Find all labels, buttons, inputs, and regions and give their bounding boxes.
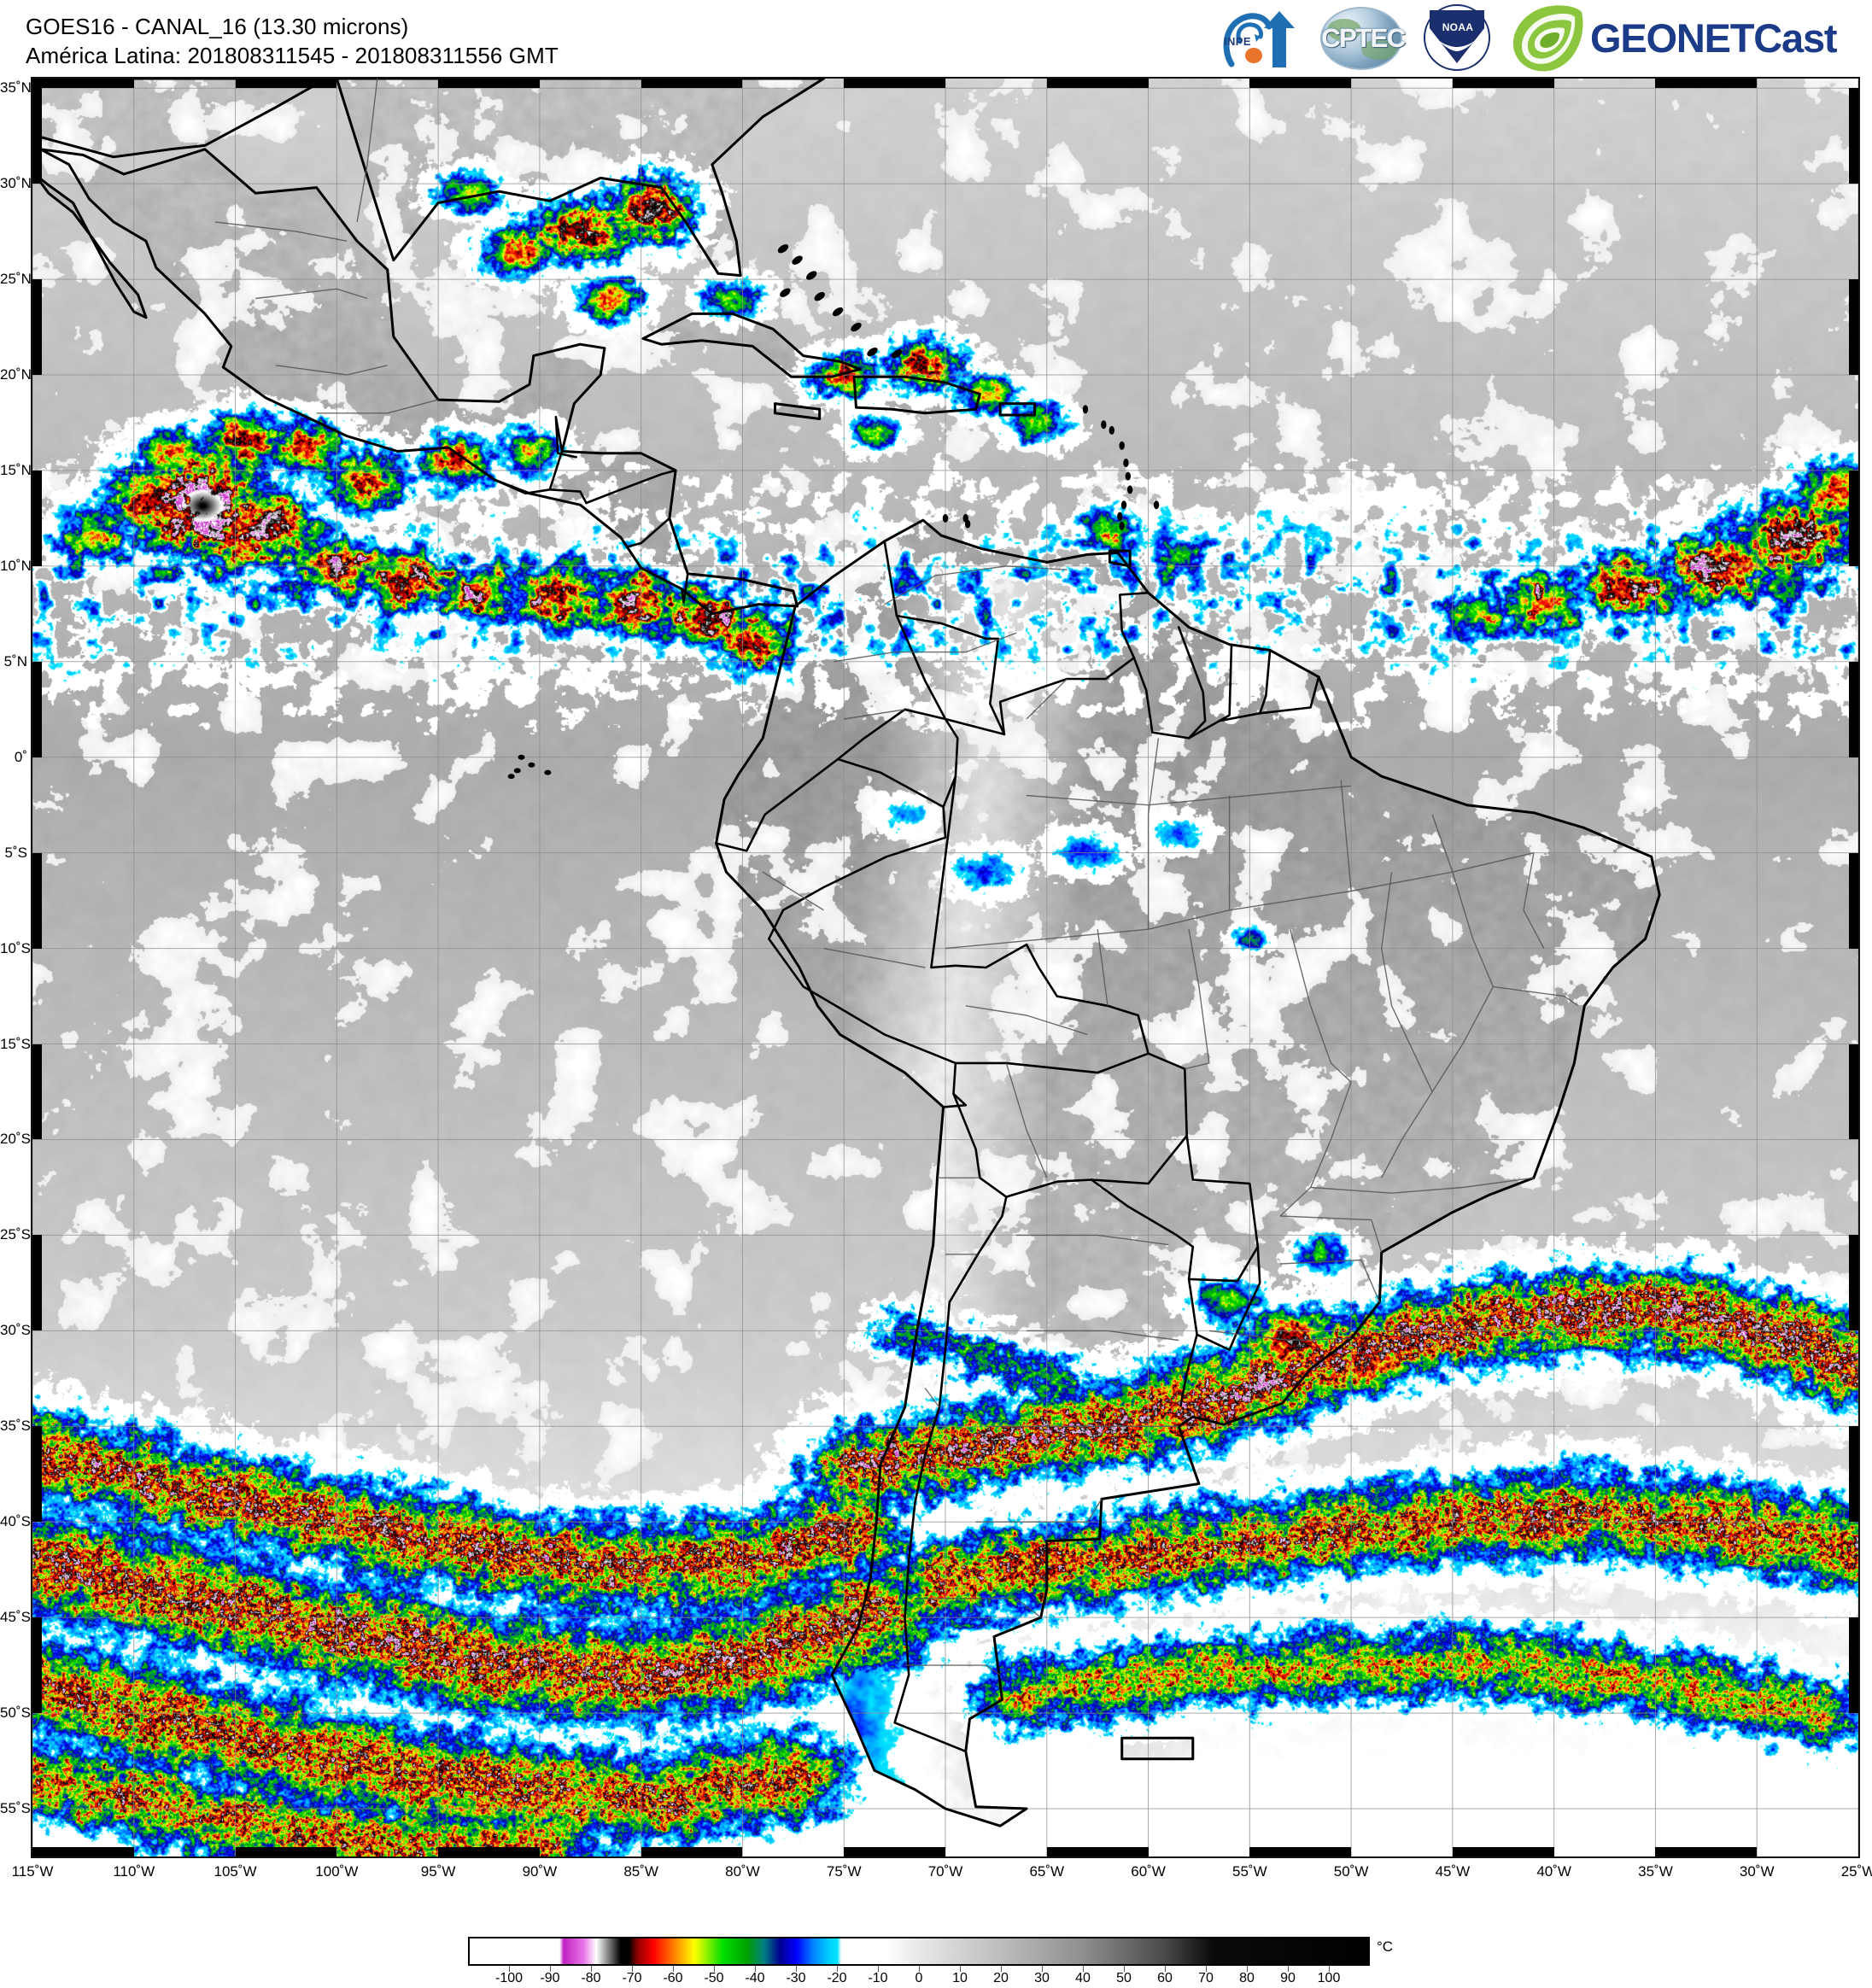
colorbar-tick-label: -20 [827, 1971, 846, 1986]
page-title: GOES16 - CANAL_16 (13.30 microns) Améric… [26, 12, 559, 71]
lat-tick-label: 20˚N [0, 366, 27, 383]
lon-tick-label: 115˚W [12, 1863, 54, 1880]
colorbar-tick-label: -90 [540, 1971, 559, 1986]
lat-tick-label: 55˚S [0, 1800, 27, 1817]
colorbar-tick-label: -80 [581, 1971, 600, 1986]
lat-tick-label: 45˚S [0, 1609, 27, 1626]
colorbar-tick-label: -50 [704, 1971, 723, 1986]
colorbar-tick-label: 0 [916, 1971, 923, 1986]
lesser-antilles [943, 405, 1159, 530]
geonetcast-logo-text: GEONETCast [1590, 18, 1836, 58]
lon-tick-label: 60˚W [1131, 1863, 1166, 1880]
cptec-logo-text: CPTEC [1319, 23, 1407, 54]
colorbar-tick-label: 60 [1157, 1971, 1173, 1986]
lon-tick-label: 30˚W [1740, 1863, 1775, 1880]
lat-tick-label: 5˚N [0, 653, 27, 670]
colorbar-tick-label: 50 [1116, 1971, 1132, 1986]
colorbar-tick-label: 100 [1318, 1971, 1341, 1986]
colorbar: -100-90-80-70-60-50-40-30-20-10010203040… [468, 1937, 1370, 1966]
lon-tick-label: 35˚W [1638, 1863, 1673, 1880]
lat-tick-label: 25˚N [0, 271, 27, 288]
inpe-logo-text: INPE [1224, 35, 1251, 48]
lat-tick-label: 30˚S [0, 1322, 27, 1339]
colorbar-tick-label: 10 [952, 1971, 968, 1986]
colorbar-tick-label: 90 [1280, 1971, 1296, 1986]
cptec-logo: CPTEC [1319, 3, 1407, 73]
geonetcast-leaf-icon [1508, 3, 1587, 72]
inpe-logo: INPE [1213, 3, 1305, 73]
lon-tick-label: 25˚W [1841, 1863, 1872, 1880]
colorbar-tick-label: 80 [1239, 1971, 1255, 1986]
lon-tick-label: 55˚W [1232, 1863, 1267, 1880]
lon-tick-label: 75˚W [827, 1863, 862, 1880]
lat-tick-label: 15˚N [0, 462, 27, 479]
logo-bar: INPE CPTEC NOAA [1213, 2, 1867, 73]
lon-tick-label: 110˚W [113, 1863, 155, 1880]
noaa-logo: NOAA [1421, 3, 1495, 73]
colorbar-tick-label: 30 [1034, 1971, 1050, 1986]
lat-tick-label: 30˚N [0, 175, 27, 192]
colorbar-tick-label: -10 [868, 1971, 887, 1986]
header: GOES16 - CANAL_16 (13.30 microns) Améric… [0, 0, 1872, 75]
satellite-map[interactable] [31, 77, 1860, 1858]
colorbar-gradient [468, 1937, 1370, 1966]
lon-tick-label: 85˚W [623, 1863, 658, 1880]
geonetcast-logo: GEONETCast [1508, 3, 1867, 73]
map-overlay-layer [32, 79, 1858, 1856]
colorbar-tick-labels: -100-90-80-70-60-50-40-30-20-10010203040… [468, 1971, 1370, 1988]
noaa-bird-icon [1436, 37, 1477, 54]
lat-tick-label: 15˚S [0, 1036, 27, 1053]
lat-tick-label: 20˚S [0, 1131, 27, 1148]
lon-tick-label: 65˚W [1029, 1863, 1064, 1880]
lon-tick-label: 95˚W [421, 1863, 456, 1880]
state-borders [215, 79, 1578, 1675]
lon-tick-label: 50˚W [1334, 1863, 1369, 1880]
title-region-time: América Latina: 201808311545 - 201808311… [26, 41, 559, 70]
colorbar-tick-label: -70 [622, 1971, 641, 1986]
lat-tick-label: 0˚ [0, 749, 27, 766]
colorbar-tick-label: -100 [495, 1971, 523, 1986]
colorbar-tick-label: 70 [1198, 1971, 1214, 1986]
bahamas [776, 243, 904, 360]
colorbar-unit-label: °C [1377, 1938, 1393, 1956]
lat-tick-label: 40˚S [0, 1513, 27, 1530]
lat-tick-label: 35˚N [0, 79, 27, 96]
colorbar-tick-label: -30 [786, 1971, 805, 1986]
title-satellite-channel: GOES16 - CANAL_16 (13.30 microns) [26, 12, 559, 41]
lon-tick-label: 100˚W [315, 1863, 358, 1880]
colorbar-tick-label: -40 [745, 1971, 764, 1986]
lon-tick-label: 80˚W [725, 1863, 760, 1880]
lon-tick-label: 45˚W [1436, 1863, 1471, 1880]
lat-tick-label: 35˚S [0, 1418, 27, 1435]
lon-tick-label: 40˚W [1536, 1863, 1571, 1880]
lon-tick-label: 70˚W [928, 1863, 963, 1880]
lat-tick-label: 5˚S [0, 845, 27, 862]
colorbar-tick-label: -60 [663, 1971, 682, 1986]
lon-tick-label: 105˚W [214, 1863, 257, 1880]
noaa-logo-text: NOAA [1421, 21, 1495, 33]
galapagos-islands [508, 755, 552, 779]
lat-tick-label: 25˚S [0, 1226, 27, 1243]
lon-tick-label: 90˚W [523, 1863, 558, 1880]
colorbar-tick-label: 20 [993, 1971, 1009, 1986]
satellite-image-page: GOES16 - CANAL_16 (13.30 microns) Améric… [0, 0, 1872, 1988]
lat-tick-label: 50˚S [0, 1704, 27, 1722]
lat-tick-label: 10˚N [0, 558, 27, 575]
country-borders [495, 417, 1319, 1751]
colorbar-tick-label: 40 [1075, 1971, 1091, 1986]
lat-tick-label: 10˚S [0, 940, 27, 957]
